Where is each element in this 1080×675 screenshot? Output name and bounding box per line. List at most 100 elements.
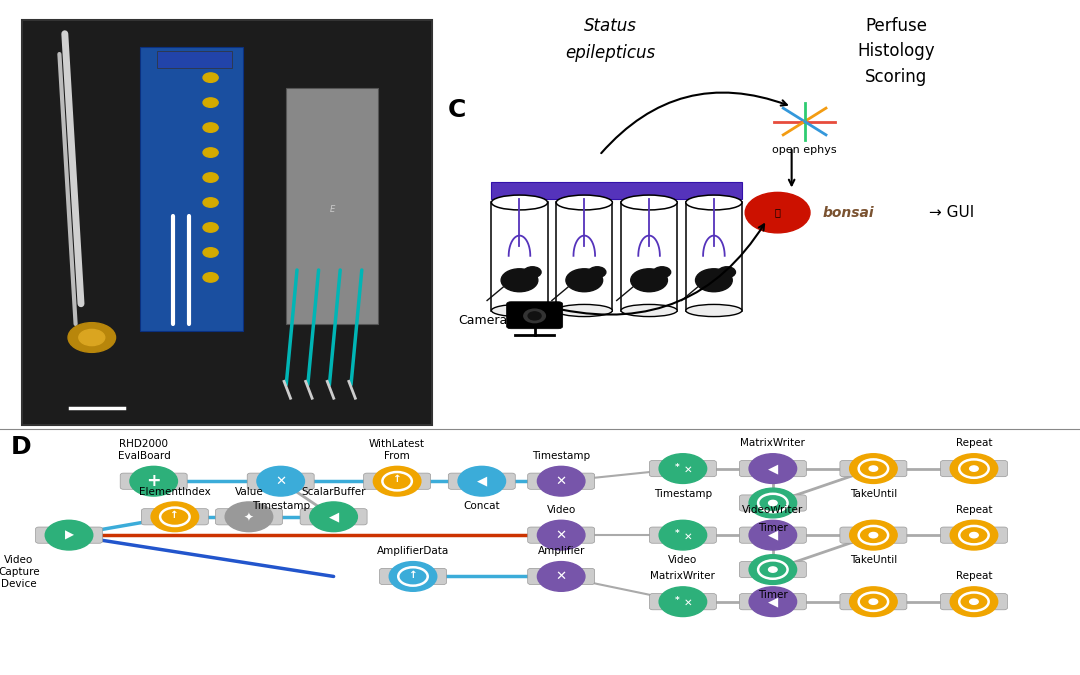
Circle shape [696, 269, 732, 292]
Circle shape [950, 454, 998, 483]
Text: 🌿: 🌿 [774, 208, 781, 217]
FancyBboxPatch shape [247, 473, 267, 489]
FancyBboxPatch shape [888, 460, 907, 477]
Circle shape [970, 533, 978, 538]
Circle shape [203, 173, 218, 182]
FancyBboxPatch shape [491, 202, 548, 310]
Circle shape [659, 454, 706, 483]
FancyBboxPatch shape [621, 202, 677, 310]
FancyBboxPatch shape [787, 495, 807, 511]
Circle shape [659, 520, 706, 550]
FancyBboxPatch shape [528, 568, 548, 585]
FancyBboxPatch shape [576, 473, 595, 489]
Text: Status: Status [584, 17, 636, 35]
Circle shape [566, 269, 603, 292]
Text: D: D [11, 435, 31, 460]
Circle shape [203, 248, 218, 257]
Circle shape [850, 454, 897, 483]
Ellipse shape [491, 195, 548, 210]
Circle shape [538, 466, 585, 496]
Text: E: E [330, 205, 335, 214]
Text: ✕: ✕ [684, 465, 692, 475]
Circle shape [524, 267, 541, 277]
Text: C: C [448, 98, 467, 122]
Text: ✕: ✕ [684, 598, 692, 608]
Circle shape [850, 520, 897, 550]
Text: ✦: ✦ [244, 510, 254, 523]
Circle shape [750, 555, 797, 585]
FancyBboxPatch shape [140, 47, 243, 331]
Text: *: * [675, 462, 679, 472]
FancyBboxPatch shape [787, 562, 807, 578]
FancyBboxPatch shape [840, 527, 860, 543]
FancyBboxPatch shape [941, 593, 960, 610]
Text: ↑: ↑ [393, 475, 402, 485]
Text: ✕: ✕ [555, 529, 567, 541]
FancyBboxPatch shape [528, 527, 548, 543]
FancyBboxPatch shape [295, 473, 314, 489]
Text: MatrixWriter: MatrixWriter [741, 438, 806, 448]
Circle shape [79, 329, 105, 346]
Text: Concat: Concat [463, 502, 500, 512]
Circle shape [950, 520, 998, 550]
FancyBboxPatch shape [740, 562, 759, 578]
FancyBboxPatch shape [507, 302, 563, 329]
FancyBboxPatch shape [427, 568, 446, 585]
FancyBboxPatch shape [491, 182, 742, 199]
Circle shape [659, 587, 706, 616]
Text: Timer: Timer [758, 590, 787, 600]
Circle shape [538, 562, 585, 591]
Text: ScalarBuffer: ScalarBuffer [301, 487, 366, 497]
Text: epilepticus: epilepticus [565, 44, 656, 62]
Circle shape [524, 309, 545, 323]
FancyBboxPatch shape [697, 527, 716, 543]
FancyBboxPatch shape [411, 473, 431, 489]
FancyBboxPatch shape [120, 473, 139, 489]
Text: ◀: ◀ [328, 510, 339, 523]
Circle shape [970, 599, 978, 604]
FancyBboxPatch shape [300, 509, 320, 525]
Circle shape [750, 454, 797, 483]
Text: Video
Capture
Device: Video Capture Device [0, 556, 40, 589]
Circle shape [68, 323, 116, 352]
Text: ✕: ✕ [275, 475, 286, 488]
Circle shape [869, 599, 878, 604]
Text: Video: Video [546, 505, 576, 515]
Circle shape [631, 269, 667, 292]
Circle shape [203, 98, 218, 107]
Text: Value: Value [234, 487, 264, 497]
Text: Scoring: Scoring [865, 68, 928, 86]
Text: ElementIndex: ElementIndex [139, 487, 211, 497]
Text: *: * [675, 596, 679, 605]
FancyBboxPatch shape [167, 473, 187, 489]
Text: VideoWriter: VideoWriter [742, 505, 804, 515]
Circle shape [203, 148, 218, 157]
Text: ↑: ↑ [171, 510, 179, 520]
Circle shape [538, 520, 585, 550]
Ellipse shape [621, 304, 677, 317]
FancyBboxPatch shape [556, 202, 612, 310]
FancyBboxPatch shape [840, 593, 860, 610]
FancyBboxPatch shape [141, 509, 161, 525]
Ellipse shape [556, 304, 612, 317]
Circle shape [45, 520, 93, 550]
Text: Repeat: Repeat [956, 572, 993, 581]
Text: TakeUntil: TakeUntil [850, 489, 897, 499]
FancyBboxPatch shape [528, 473, 548, 489]
Circle shape [130, 466, 177, 496]
Text: → GUI: → GUI [929, 205, 974, 220]
Circle shape [528, 312, 541, 320]
Circle shape [389, 562, 436, 591]
FancyBboxPatch shape [686, 202, 742, 310]
FancyBboxPatch shape [649, 527, 669, 543]
FancyBboxPatch shape [216, 509, 235, 525]
FancyBboxPatch shape [787, 527, 807, 543]
Text: ↑: ↑ [408, 570, 417, 580]
FancyBboxPatch shape [496, 473, 515, 489]
FancyBboxPatch shape [264, 509, 283, 525]
Circle shape [970, 466, 978, 471]
Text: ◀: ◀ [768, 595, 778, 608]
Circle shape [151, 502, 199, 532]
Text: Repeat: Repeat [956, 505, 993, 515]
Text: ✕: ✕ [684, 532, 692, 541]
